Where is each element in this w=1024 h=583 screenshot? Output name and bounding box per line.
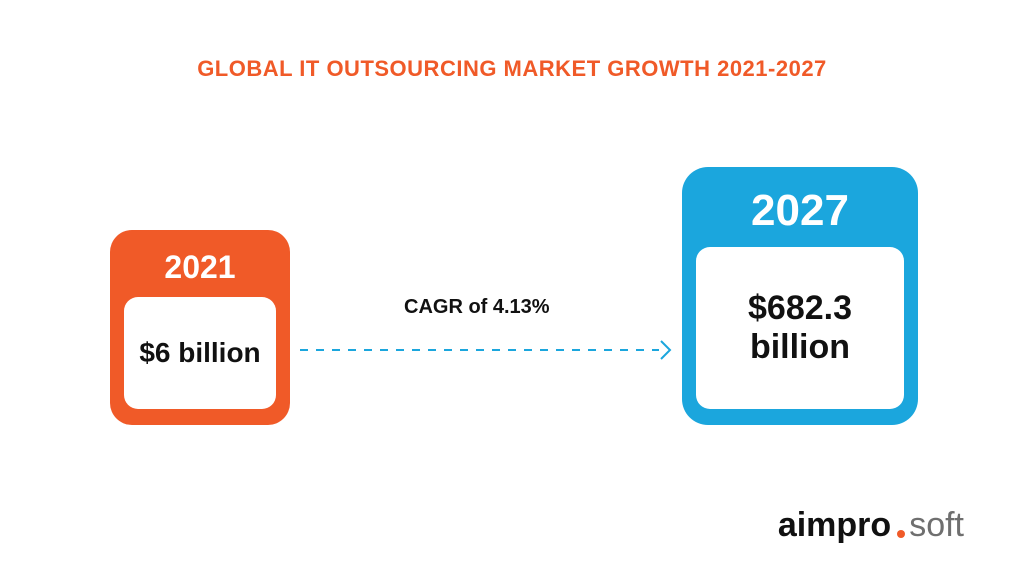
- brand-logo: aimpro soft: [778, 506, 964, 545]
- infographic-canvas: GLOBAL IT OUTSOURCING MARKET GROWTH 2021…: [0, 0, 1024, 583]
- growth-arrow: [0, 0, 1024, 583]
- logo-dot-icon: [897, 530, 905, 538]
- logo-part-2: soft: [909, 506, 964, 545]
- logo-part-1: aimpro: [778, 506, 891, 545]
- arrow-head-icon: [661, 341, 670, 359]
